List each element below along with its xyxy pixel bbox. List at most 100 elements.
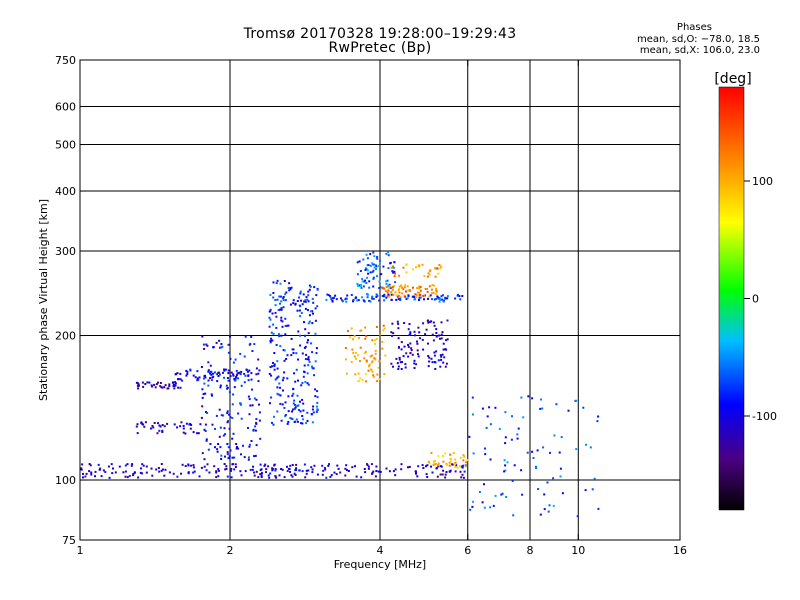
- data-point: [419, 337, 421, 340]
- data-point: [371, 271, 374, 273]
- data-point: [294, 469, 297, 472]
- data-point: [489, 506, 492, 509]
- data-point: [292, 302, 295, 305]
- data-point: [293, 472, 296, 475]
- data-point: [209, 377, 211, 380]
- data-point: [311, 468, 314, 471]
- data-point: [100, 475, 103, 478]
- data-point: [272, 292, 275, 294]
- data-point: [293, 407, 296, 410]
- data-point: [278, 335, 281, 338]
- data-point: [383, 293, 386, 296]
- data-point: [379, 259, 381, 262]
- data-point: [226, 475, 229, 478]
- data-point: [440, 355, 443, 358]
- data-point: [234, 377, 237, 380]
- data-point: [387, 293, 390, 296]
- data-point: [504, 436, 507, 439]
- data-point: [229, 375, 232, 378]
- data-point: [376, 257, 379, 260]
- data-point: [413, 362, 416, 365]
- data-point: [438, 300, 441, 303]
- data-point: [504, 469, 507, 472]
- data-point: [265, 468, 268, 471]
- data-point: [255, 444, 258, 447]
- data-point: [280, 334, 283, 337]
- data-point: [440, 295, 443, 298]
- data-point: [272, 332, 275, 335]
- data-point: [364, 337, 367, 340]
- data-point: [217, 443, 220, 445]
- data-point: [249, 404, 252, 407]
- data-point: [539, 513, 542, 516]
- data-point: [365, 253, 368, 256]
- data-point: [233, 377, 236, 380]
- data-point: [316, 288, 319, 291]
- data-point: [281, 325, 284, 328]
- data-point: [231, 437, 234, 440]
- data-point: [255, 421, 258, 424]
- data-point: [220, 458, 223, 460]
- data-point: [437, 454, 440, 457]
- data-point: [283, 280, 286, 282]
- axis-ticks: 1 2 4 6 8 10 16 75 100 200 300 400 500 600 750: [55, 54, 687, 557]
- data-point: [269, 339, 272, 342]
- data-point: [207, 361, 210, 364]
- data-point: [434, 460, 437, 462]
- data-point: [139, 471, 142, 474]
- stats-o-mode: mean, sd,O: −78.0, 18.5: [637, 34, 760, 45]
- data-point: [284, 299, 287, 302]
- data-point: [227, 351, 230, 354]
- data-point: [219, 446, 222, 449]
- data-point: [326, 293, 329, 296]
- x-tick-label: 4: [377, 544, 384, 557]
- x-tick-label: 10: [571, 544, 585, 557]
- data-point: [369, 264, 372, 267]
- data-point: [303, 321, 305, 324]
- data-point: [423, 275, 426, 278]
- data-point: [214, 428, 216, 430]
- data-point: [316, 305, 319, 308]
- data-point: [386, 291, 389, 294]
- data-point: [110, 463, 113, 466]
- data-point: [400, 468, 403, 471]
- data-point: [235, 369, 238, 372]
- data-point: [220, 414, 223, 417]
- data-point: [448, 464, 451, 467]
- data-point: [141, 381, 144, 384]
- data-point: [289, 417, 292, 420]
- data-point: [427, 297, 429, 300]
- data-point: [430, 465, 432, 468]
- data-point: [408, 323, 411, 325]
- data-point: [275, 377, 278, 380]
- data-point: [251, 388, 253, 391]
- data-point: [400, 368, 403, 370]
- data-point: [442, 455, 444, 457]
- stats-title: Phases: [676, 22, 712, 33]
- data-point: [281, 320, 284, 323]
- data-point: [361, 280, 364, 283]
- colorbar-tick-label: 0: [752, 293, 759, 306]
- data-point: [248, 443, 251, 446]
- data-point: [385, 252, 388, 255]
- data-point: [472, 452, 475, 455]
- data-point: [310, 413, 313, 416]
- data-point: [158, 429, 161, 432]
- data-point: [251, 468, 254, 471]
- data-point: [439, 337, 441, 340]
- data-point: [279, 302, 281, 305]
- data-point: [160, 469, 163, 472]
- data-point: [90, 471, 93, 474]
- data-point: [304, 307, 307, 310]
- data-point: [250, 378, 253, 381]
- data-point: [432, 291, 435, 294]
- data-point: [212, 346, 215, 349]
- data-point: [352, 300, 354, 303]
- y-tick-label: 75: [62, 534, 76, 547]
- data-point: [215, 471, 218, 474]
- data-point: [285, 291, 288, 294]
- data-point: [444, 476, 447, 479]
- data-point: [196, 432, 199, 435]
- data-point: [205, 469, 208, 472]
- data-point: [454, 458, 457, 461]
